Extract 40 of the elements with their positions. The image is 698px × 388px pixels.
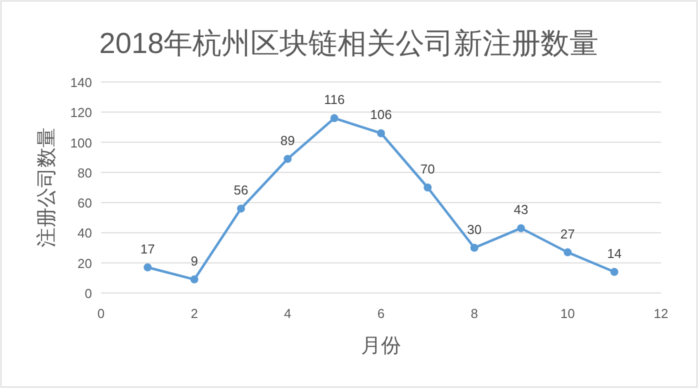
x-tick-label: 6 — [377, 306, 385, 321]
y-tick-label: 80 — [78, 165, 92, 180]
x-tick-label: 0 — [97, 306, 105, 321]
y-tick-label: 140 — [70, 75, 92, 90]
point — [237, 204, 245, 213]
point — [377, 129, 385, 138]
point — [470, 244, 478, 252]
y-tick-label: 0 — [84, 286, 92, 301]
point — [424, 184, 432, 192]
chart-title: 2018年杭州区块链相关公司新注册数量 — [99, 28, 599, 60]
data-label: 116 — [324, 92, 345, 108]
y-tick-label: 40 — [78, 226, 92, 241]
y-axis-title: 注册公司数量 — [36, 128, 58, 248]
data-label: 27 — [560, 226, 575, 242]
point — [517, 224, 525, 232]
point — [190, 275, 198, 284]
x-tick-label: 4 — [284, 306, 292, 321]
y-tick-label: 100 — [70, 135, 92, 150]
data-label: 17 — [140, 241, 155, 256]
data-label: 89 — [280, 132, 295, 148]
y-tick-label: 60 — [78, 196, 92, 211]
point — [330, 114, 338, 122]
x-axis-title: 月份 — [361, 335, 401, 357]
data-label: 70 — [420, 162, 435, 176]
data-label: 43 — [514, 202, 528, 218]
point — [610, 268, 618, 276]
point — [564, 248, 572, 256]
data-label: 14 — [607, 246, 622, 261]
y-tick-label: 20 — [78, 256, 92, 271]
x-tick-label: 2 — [190, 306, 198, 321]
point — [144, 263, 152, 272]
y-tick-label: 120 — [70, 105, 92, 120]
x-tick-label: 12 — [654, 306, 668, 321]
x-tick-label: 10 — [560, 306, 575, 321]
data-label: 30 — [467, 222, 482, 237]
data-label: 56 — [234, 182, 248, 198]
x-tick-label: 8 — [470, 306, 478, 321]
point — [284, 154, 292, 163]
data-label: 106 — [370, 107, 392, 122]
data-label: 9 — [190, 253, 198, 268]
